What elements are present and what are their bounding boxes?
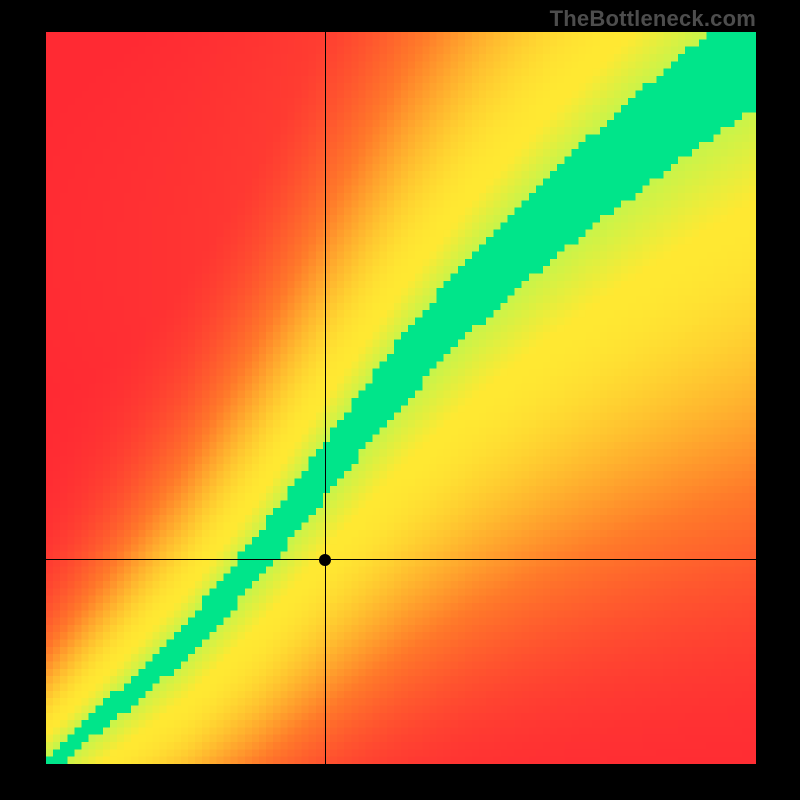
crosshair-horizontal <box>46 559 756 560</box>
watermark-text: TheBottleneck.com <box>550 6 756 32</box>
heatmap-canvas <box>46 32 756 764</box>
marker-dot <box>319 554 331 566</box>
crosshair-vertical <box>325 32 326 764</box>
